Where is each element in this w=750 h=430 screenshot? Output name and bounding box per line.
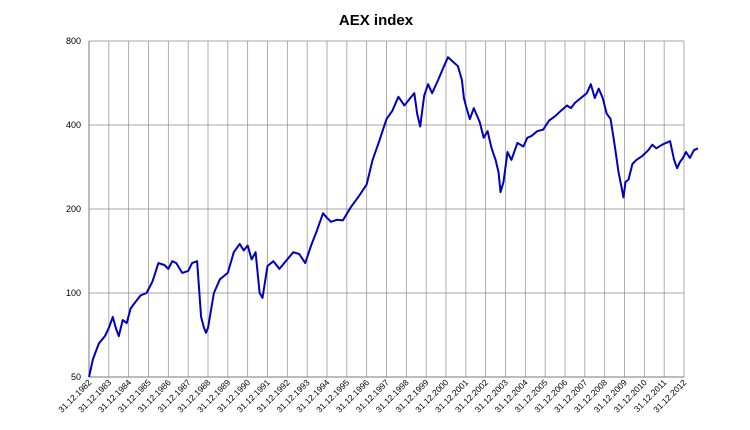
chart-title: AEX index (339, 12, 414, 29)
y-tick-label: 100 (66, 288, 81, 298)
y-tick-label: 200 (66, 204, 81, 214)
y-tick-label: 50 (71, 372, 81, 382)
series-group (88, 56, 699, 378)
y-tick-labels: 50 100 200 400 800 (66, 36, 81, 382)
x-tick-labels: 31.12.198231.12.198331.12.198431.12.1985… (56, 377, 688, 414)
y-tick-label: 800 (66, 36, 81, 46)
series-line-aex (88, 56, 699, 378)
y-tick-label: 400 (66, 120, 81, 130)
axes (88, 41, 684, 378)
